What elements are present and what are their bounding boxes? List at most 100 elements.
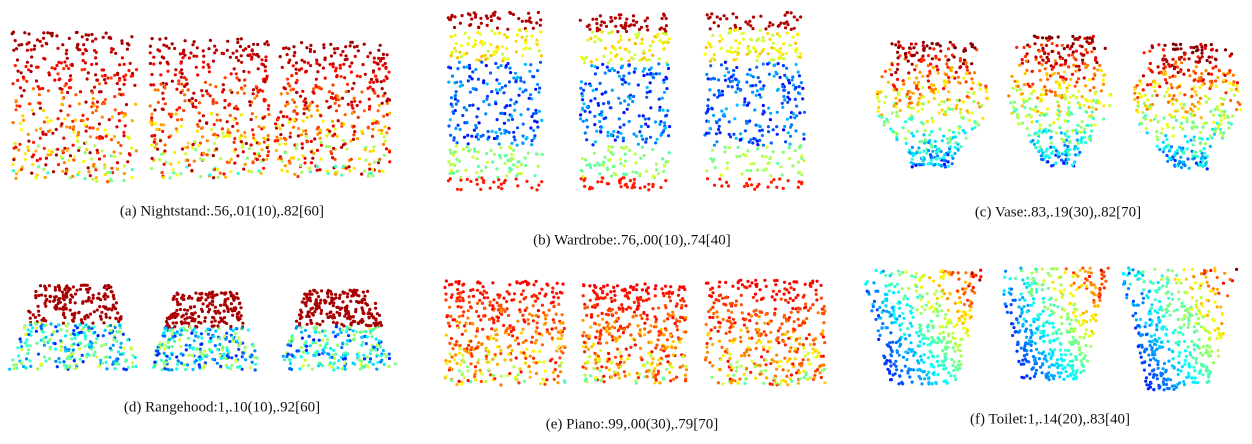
point <box>799 15 802 18</box>
point <box>225 346 228 349</box>
point <box>166 341 169 344</box>
point <box>727 184 730 187</box>
point <box>175 355 178 358</box>
point <box>455 144 458 147</box>
point <box>794 86 797 89</box>
point <box>65 52 68 55</box>
point <box>214 306 217 309</box>
point <box>295 147 298 150</box>
point <box>454 34 457 37</box>
point <box>183 93 186 96</box>
point <box>784 140 787 143</box>
point <box>59 339 62 342</box>
point <box>1201 49 1204 52</box>
point <box>516 184 519 187</box>
point <box>480 22 483 25</box>
point <box>39 127 42 130</box>
point <box>279 110 282 113</box>
point <box>513 138 516 141</box>
point <box>1193 139 1196 142</box>
point <box>50 119 53 122</box>
point <box>110 290 113 293</box>
point <box>1054 91 1057 94</box>
point <box>104 297 107 300</box>
point <box>307 105 310 108</box>
point <box>205 329 208 332</box>
point <box>959 111 962 114</box>
point <box>283 358 286 361</box>
point <box>284 138 287 141</box>
point <box>95 109 98 112</box>
point <box>607 101 610 104</box>
point <box>450 51 453 54</box>
point <box>75 31 78 34</box>
point <box>302 364 305 367</box>
point <box>101 68 104 71</box>
point <box>95 79 98 82</box>
point <box>212 98 215 101</box>
point <box>79 288 82 291</box>
point <box>293 173 296 176</box>
point <box>761 155 764 158</box>
point <box>979 87 982 90</box>
point <box>794 98 797 101</box>
point <box>74 301 77 304</box>
point <box>302 119 305 122</box>
point <box>1151 94 1154 97</box>
point <box>1223 98 1226 101</box>
point <box>660 134 663 137</box>
point <box>380 129 383 132</box>
point <box>1172 135 1175 138</box>
point <box>200 89 203 92</box>
point <box>720 185 723 188</box>
point <box>83 332 86 335</box>
point <box>486 82 489 85</box>
point <box>793 27 796 30</box>
point <box>536 153 539 156</box>
point <box>1163 44 1166 47</box>
point <box>109 171 112 174</box>
point <box>214 85 217 88</box>
point <box>310 161 313 164</box>
point <box>151 37 154 40</box>
point <box>286 53 289 56</box>
point <box>927 149 930 152</box>
point <box>118 88 121 91</box>
point <box>24 158 27 161</box>
point <box>639 157 642 160</box>
point <box>179 91 182 94</box>
point <box>135 68 138 71</box>
point <box>295 68 298 71</box>
point <box>920 140 923 143</box>
point <box>1204 69 1207 72</box>
point <box>200 337 203 340</box>
point <box>60 155 63 158</box>
point <box>105 361 108 364</box>
point <box>26 42 29 45</box>
point <box>895 102 898 105</box>
point <box>209 94 212 97</box>
point <box>639 172 642 175</box>
point <box>536 126 539 129</box>
point <box>386 53 389 56</box>
point <box>211 358 214 361</box>
point <box>889 127 892 130</box>
point <box>186 363 189 366</box>
point <box>724 79 727 82</box>
point <box>131 168 134 171</box>
point <box>779 165 782 168</box>
point <box>739 132 742 135</box>
point <box>90 345 93 348</box>
point <box>87 166 90 169</box>
point <box>78 347 81 350</box>
point <box>1051 150 1054 153</box>
point <box>157 89 160 92</box>
point <box>931 120 934 123</box>
point <box>971 111 974 114</box>
point <box>651 148 654 151</box>
point <box>621 78 624 81</box>
point <box>110 167 113 170</box>
point <box>625 30 628 33</box>
point <box>325 100 328 103</box>
point <box>1012 87 1015 90</box>
